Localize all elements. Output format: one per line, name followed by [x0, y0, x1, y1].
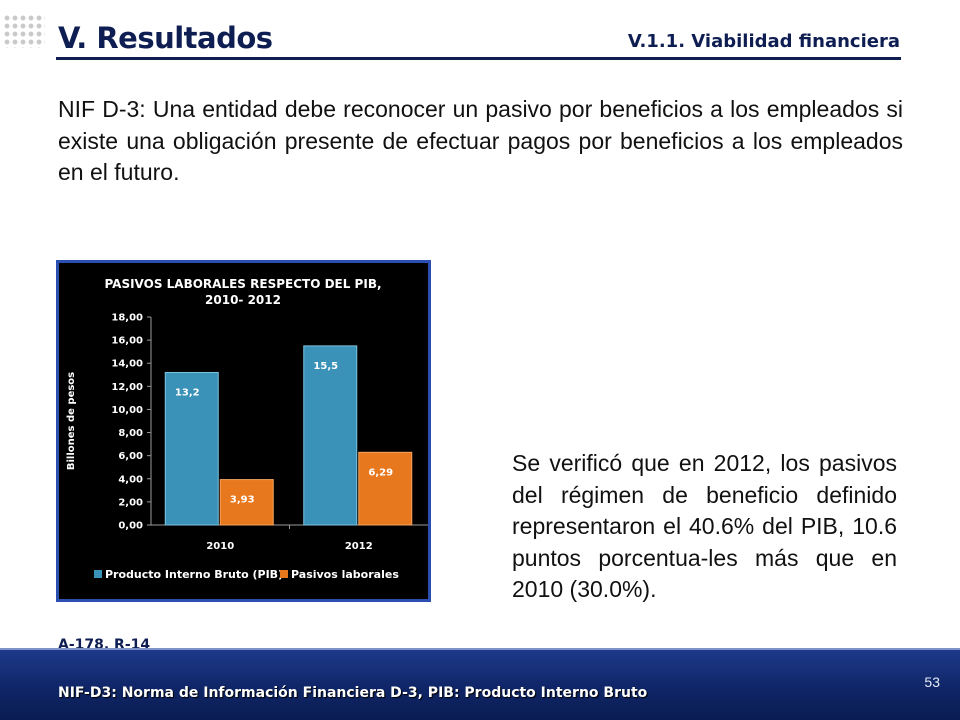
legend-swatch: [94, 570, 102, 578]
bar-value-label: 15,5: [313, 361, 338, 372]
footer-note: NIF-D3: Norma de Información Financiera …: [58, 685, 648, 701]
x-category-label: 2010: [206, 541, 234, 552]
decorative-dot-grid: [3, 14, 45, 48]
legend-label: Pasivos laborales: [291, 568, 399, 581]
y-tick-label: 4,00: [118, 474, 143, 485]
bar-pib: [164, 371, 219, 526]
footer-divider: [0, 648, 960, 650]
y-tick-label: 0,00: [118, 521, 143, 532]
y-tick-label: 10,00: [111, 405, 143, 416]
chart-title-line: PASIVOS LABORALES RESPECTO DEL PIB,: [104, 277, 381, 291]
y-tick-label: 6,00: [118, 451, 143, 462]
bar-value-label: 13,2: [175, 387, 200, 398]
section-subtitle: V.1.1. Viabilidad financiera: [627, 31, 900, 52]
section-title: V. Resultados: [58, 21, 273, 55]
bar-value-label: 6,29: [368, 467, 393, 478]
bar-pasivos: [219, 479, 274, 526]
bar-chart: PASIVOS LABORALES RESPECTO DEL PIB, 2010-…: [66, 277, 428, 581]
y-tick-label: 16,00: [111, 336, 143, 347]
y-tick-label: 14,00: [111, 359, 143, 370]
y-tick-label: 18,00: [111, 313, 143, 324]
y-tick-label: 12,00: [111, 382, 143, 393]
bar-pib: [303, 345, 358, 526]
bar-pasivos: [358, 451, 413, 526]
title-divider: [56, 57, 901, 60]
bar-value-label: 3,93: [230, 495, 255, 506]
legend-label: Producto Interno Bruto (PIB): [105, 568, 283, 581]
y-tick-label: 2,00: [118, 497, 143, 508]
footer-bar: [0, 650, 960, 720]
y-axis-title: Billones de pesos: [66, 372, 77, 470]
finding-paragraph: Se verificó que en 2012, los pasivos del…: [512, 450, 897, 602]
chart-title-line: 2010- 2012: [205, 293, 281, 307]
x-category-label: 2012: [345, 541, 373, 552]
chart-panel: PASIVOS LABORALES RESPECTO DEL PIB, 2010-…: [56, 260, 431, 602]
legend-swatch: [280, 570, 288, 578]
page-number: 53: [924, 674, 940, 690]
intro-paragraph: NIF D-3: Una entidad debe reconocer un p…: [58, 96, 903, 185]
y-tick-label: 8,00: [118, 428, 143, 439]
